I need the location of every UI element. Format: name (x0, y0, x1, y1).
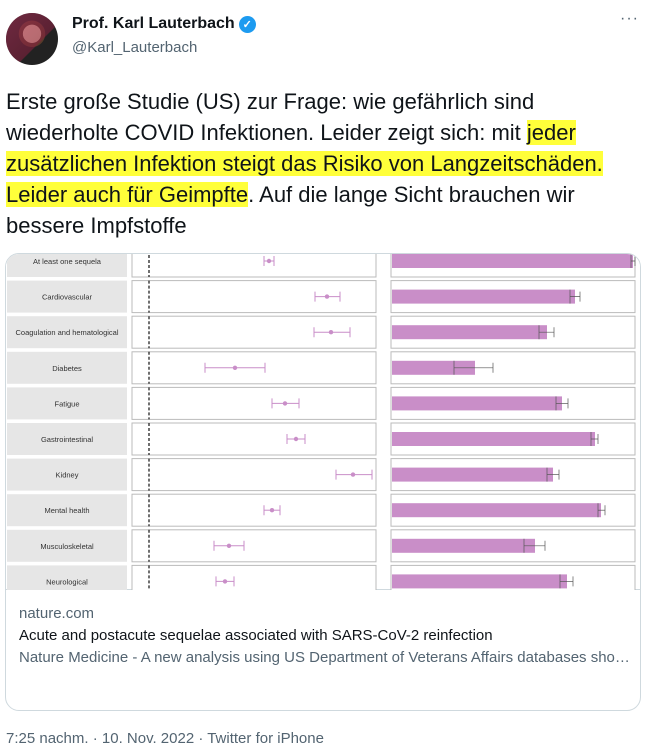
bar (392, 467, 553, 482)
point-estimate (293, 436, 299, 442)
row-label-bg (7, 254, 127, 277)
row-label: At least one sequela (33, 257, 102, 266)
forest-panel (131, 254, 377, 278)
row-label: Gastrointestinal (41, 435, 93, 444)
row-label-bg (7, 458, 127, 491)
point-estimate (324, 294, 330, 299)
point-estimate (222, 579, 228, 584)
point-estimate (226, 543, 232, 548)
figure-row: Mental health (7, 493, 636, 527)
tweet-text-part: Erste große Studie (US) zur Frage: wie g… (6, 89, 535, 145)
row-label-bg (7, 529, 127, 562)
verified-badge-icon: ✓ (238, 15, 256, 33)
author-name-text: Prof. Karl Lauterbach (72, 15, 235, 32)
point-estimate (350, 472, 356, 477)
forest-panel (131, 529, 377, 563)
link-card[interactable]: At least one sequela Cardiovascular Coagul… (5, 253, 641, 711)
row-label: Fatigue (54, 399, 79, 408)
figure-row: Diabetes (7, 351, 636, 385)
bar (392, 432, 595, 446)
card-image: At least one sequela Cardiovascular Coagul… (6, 254, 640, 598)
figure-row: Musculoskeletal (7, 529, 636, 563)
figure-row: Coagulation and hematological (7, 315, 636, 349)
bar (392, 289, 575, 304)
figure-row: Cardiovascular (7, 280, 636, 314)
figure-row: Kidney (7, 458, 636, 492)
point-estimate (266, 258, 272, 264)
row-label: Musculoskeletal (40, 542, 94, 551)
point-estimate (269, 508, 275, 513)
forest-panel (131, 458, 377, 492)
more-horizontal-icon[interactable]: ··· (620, 10, 639, 27)
row-label-bg (7, 387, 127, 420)
row-label-bg (7, 351, 127, 384)
row-label-bg (7, 280, 127, 313)
bar (392, 396, 562, 411)
point-estimate (282, 401, 288, 406)
point-estimate (328, 330, 334, 335)
tweet-text: Erste große Studie (US) zur Frage: wie g… (6, 86, 636, 241)
bar (392, 325, 547, 340)
row-label: Kidney (56, 471, 79, 480)
card-title: Acute and postacute sequelae associated … (19, 627, 493, 644)
figure-image: At least one sequela Cardiovascular Coagul… (7, 254, 636, 598)
row-label-bg (7, 423, 127, 455)
row-label: Mental health (44, 506, 89, 515)
row-label: Diabetes (52, 364, 82, 373)
row-label: Coagulation and hematological (16, 328, 119, 337)
forest-panel (131, 386, 377, 420)
figure-row: Gastrointestinal (7, 422, 636, 456)
figure-row: Neurological (7, 564, 636, 598)
bar (392, 574, 567, 589)
figure-row: Fatigue (7, 386, 636, 420)
row-label-bg (7, 316, 127, 349)
bar (392, 503, 601, 518)
forest-panel (131, 493, 377, 527)
forest-panel (131, 564, 377, 598)
card-domain: nature.com (19, 605, 95, 622)
row-label: Cardiovascular (42, 293, 93, 302)
figure-row: At least one sequela (7, 254, 636, 278)
row-label: Neurological (46, 577, 88, 586)
bar (392, 538, 535, 553)
tweet-timestamp[interactable]: 7:25 nachm. · 10. Nov. 2022 · Twitter fo… (6, 730, 324, 747)
avatar[interactable] (6, 13, 58, 65)
author-name[interactable]: Prof. Karl Lauterbach ✓ (72, 15, 256, 33)
tweet-text-part: . Auf die lange Sicht brauchen wir besse… (6, 182, 575, 238)
point-estimate (232, 365, 238, 370)
author-handle[interactable]: @Karl_Lauterbach (72, 39, 198, 56)
forest-panel (131, 422, 377, 456)
row-label-bg (7, 494, 127, 527)
card-description: Nature Medicine - A new analysis using U… (19, 649, 631, 666)
bar (392, 254, 633, 268)
